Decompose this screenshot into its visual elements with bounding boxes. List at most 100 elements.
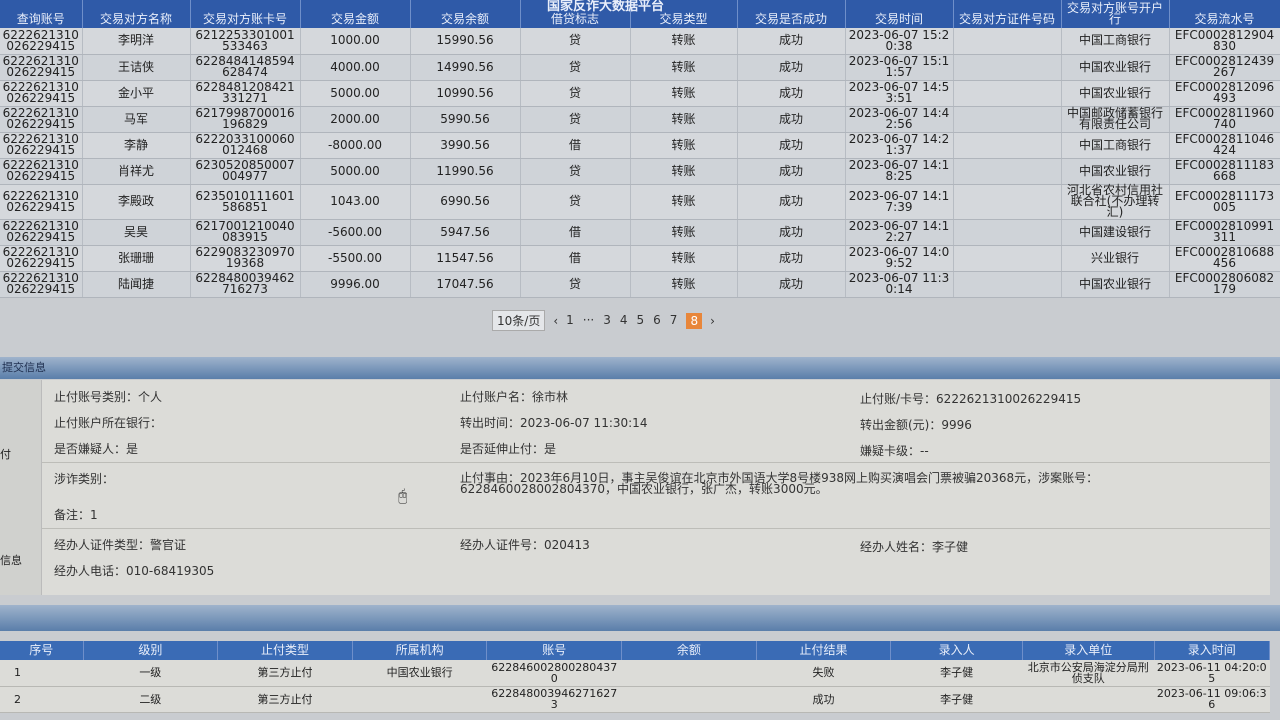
column-header[interactable]: 交易是否成功	[737, 0, 846, 28]
table-cell	[953, 106, 1062, 133]
side-label: 信息	[0, 554, 22, 567]
table-cell: 2023-06-07 15:11:57	[845, 54, 954, 81]
column-header[interactable]: 交易对方账号开户行	[1061, 0, 1170, 28]
officer-phone: 经办人电话：010-68419305	[54, 564, 215, 578]
page-button[interactable]: 3	[603, 312, 611, 327]
column-header[interactable]: 查询账号	[0, 0, 83, 28]
transaction-table-panel: 国家反诈大数据平台 查询账号 交易对方名称 交易对方账卡号 交易金额 交易余额 借贷标志交…	[0, 0, 1280, 331]
table-cell: 转账	[630, 28, 738, 55]
table-cell: 第三方止付	[217, 686, 353, 713]
table-cell: 1043.00	[300, 184, 411, 220]
column-header[interactable]: 止付结果	[756, 641, 892, 660]
table-cell: 6235010111601586851	[190, 184, 301, 220]
table-row[interactable]: 6222621310026229415 王诘侠 622848414859462847…	[0, 54, 1280, 81]
page-button[interactable]: 7	[669, 312, 678, 327]
column-header[interactable]: 交易金额	[300, 0, 411, 28]
table-cell: 王诘侠	[82, 54, 191, 81]
column-header[interactable]: 交易对方账卡号	[190, 0, 301, 28]
table-cell: 贷	[520, 28, 631, 55]
table-cell: 5000.00	[300, 80, 411, 107]
table-row[interactable]: 6222621310026229415 李明洋 621225330100153346…	[0, 28, 1280, 55]
table-cell: EFC0002810991311	[1169, 219, 1280, 246]
table-cell: 5947.56	[410, 219, 521, 246]
table-cell: 中国建设银行	[1061, 219, 1170, 246]
table-row[interactable]: 6222621310026229415 吴昊 6217001210040083915…	[0, 219, 1280, 246]
table-row[interactable]: 6222621310026229415 马军 6217998700016196829…	[0, 106, 1280, 133]
table-cell: 1000.00	[300, 28, 411, 55]
column-header[interactable]: 序号	[0, 641, 84, 660]
table-cell	[953, 219, 1062, 246]
column-header[interactable]: 余额	[621, 641, 757, 660]
column-header[interactable]: 级别	[83, 641, 219, 660]
page-size-select[interactable]: 10条/页	[492, 310, 546, 331]
column-header[interactable]: 所属机构	[352, 641, 488, 660]
table-cell: 6228480039462716273	[486, 686, 622, 713]
table-cell: 河北省农村信用社联合社(不办理转汇)	[1061, 184, 1170, 220]
column-header[interactable]: 交易类型	[630, 0, 738, 28]
table-cell: EFC0002811173005	[1169, 184, 1280, 220]
system-title: 国家反诈大数据平台	[547, 0, 665, 14]
table-cell: 6222621310026229415	[0, 80, 83, 107]
table-row[interactable]: 6222621310026229415 张珊珊 622908323097019368…	[0, 245, 1280, 272]
table-cell: 3990.56	[410, 132, 521, 159]
table-cell: 李子健	[890, 660, 1023, 687]
page-button[interactable]: 5	[636, 312, 645, 327]
column-header[interactable]: 账号	[486, 641, 623, 660]
table-cell: 2000.00	[300, 106, 411, 133]
table-cell: 6222621310026229415	[0, 28, 83, 55]
remark: 备注：1	[54, 508, 98, 522]
side-label: 付	[0, 448, 11, 461]
table-cell: 6228460028002804370	[486, 660, 622, 687]
table-cell: 马军	[82, 106, 191, 133]
column-header[interactable]: 止付类型	[217, 641, 353, 660]
table-cell: 中国农业银行	[1061, 54, 1170, 81]
table-cell: 借	[520, 132, 631, 159]
table-row[interactable]: 6222621310026229415 陆闻捷 622848003946271627…	[0, 271, 1280, 298]
table-cell: 吴昊	[82, 219, 191, 246]
table-cell: 陆闻捷	[82, 271, 191, 298]
table-cell: 6222033100060012468	[190, 132, 301, 159]
table-cell: 成功	[737, 158, 846, 185]
column-header[interactable]: 录入时间	[1154, 641, 1271, 660]
table-cell: 2023-06-07 14:17:39	[845, 184, 954, 220]
table-cell: 10990.56	[410, 80, 521, 107]
table-cell: 贷	[520, 271, 631, 298]
transaction-table: 查询账号 交易对方名称 交易对方账卡号 交易金额 交易余额 借贷标志 交易类型 交易是否成功交…	[0, 0, 1280, 298]
table-cell: 2023-06-11 04:20:05	[1154, 660, 1270, 687]
prev-page-button[interactable]: ‹	[553, 313, 559, 328]
table-cell: 6217001210040083915	[190, 219, 301, 246]
column-header[interactable]: 录入人	[890, 641, 1023, 660]
table-cell: 6222621310026229415	[0, 219, 83, 246]
table-cell: 失败	[756, 660, 891, 687]
table-cell: 1	[0, 660, 83, 687]
column-header[interactable]: 交易余额	[410, 0, 521, 28]
table-cell	[953, 158, 1062, 185]
table-row[interactable]: 6222621310026229415 肖祥尤 623052085000700497…	[0, 158, 1280, 185]
page-button[interactable]: 8	[686, 312, 703, 329]
column-header[interactable]: 交易流水号	[1169, 0, 1280, 28]
table-cell: 5990.56	[410, 106, 521, 133]
table-cell: 6217998700016196829	[190, 106, 301, 133]
page-button[interactable]: 4	[619, 312, 628, 327]
column-header[interactable]: 交易时间	[845, 0, 954, 28]
column-header[interactable]: 借贷标志	[520, 0, 631, 28]
column-header[interactable]: 交易对方证件号码	[953, 0, 1062, 28]
table-cell: 14990.56	[410, 54, 521, 81]
page-button[interactable]: ···	[582, 312, 595, 327]
table-row[interactable]: 6222621310026229415 金小平 622848120842133127…	[0, 80, 1280, 107]
table-cell: 9996.00	[300, 271, 411, 298]
table-cell: 李静	[82, 132, 191, 159]
table-cell: 成功	[737, 184, 846, 220]
page-button[interactable]: 1	[566, 312, 574, 327]
table-cell: 2023-06-07 11:30:14	[845, 271, 954, 298]
column-header[interactable]: 录入单位	[1022, 641, 1155, 660]
table-cell	[953, 184, 1062, 220]
table-row[interactable]: 6222621310026229415 李殿政 623501011160158685…	[0, 184, 1280, 220]
table-row[interactable]: 6222621310026229415 李静 6222033100060012468…	[0, 132, 1280, 159]
table-cell: 借	[520, 245, 631, 272]
column-header[interactable]: 交易对方名称	[82, 0, 191, 28]
table-cell: 中国农业银行	[352, 660, 487, 687]
page-button[interactable]: 6	[653, 312, 661, 327]
next-page-button[interactable]: ›	[710, 313, 715, 328]
table-cell: -8000.00	[300, 132, 411, 159]
